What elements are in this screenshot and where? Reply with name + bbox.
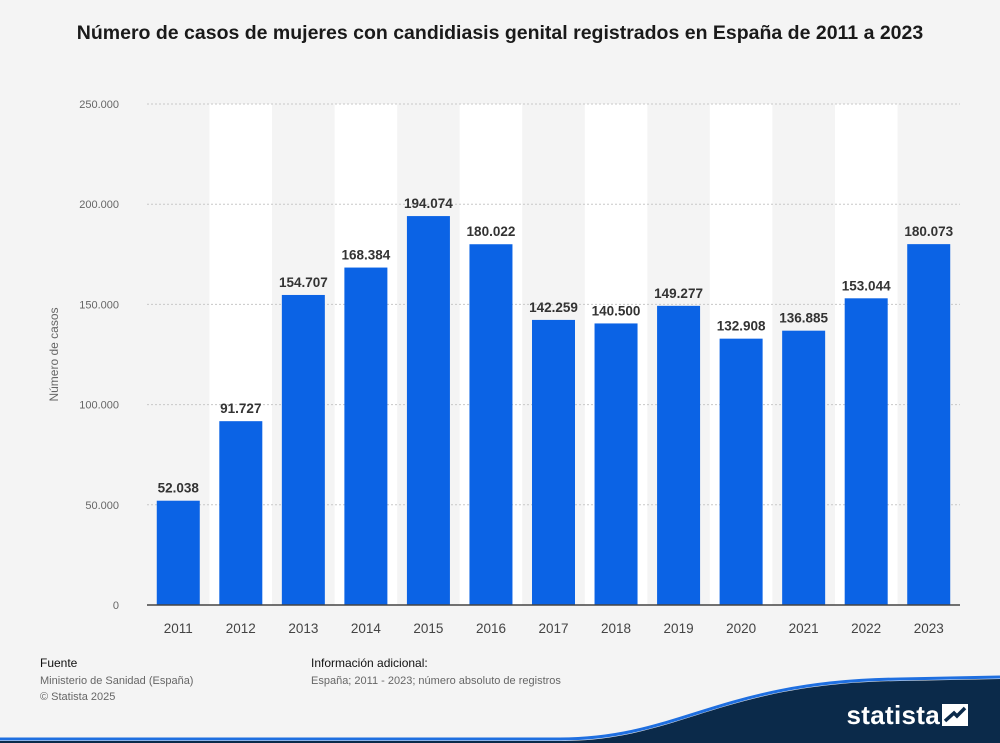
- y-tick-label: 100.000: [79, 400, 119, 412]
- info-line: España; 2011 - 2023; número absoluto de …: [311, 675, 561, 687]
- bar-2012[interactable]: [219, 421, 263, 605]
- y-tick-label: 200.000: [79, 199, 119, 211]
- data-label-2022: 153.044: [842, 278, 891, 293]
- bar-2015[interactable]: [406, 216, 450, 606]
- bar-2016[interactable]: [469, 244, 513, 606]
- x-tick-label: 2011: [164, 621, 193, 636]
- y-tick-label: 250.000: [79, 99, 119, 111]
- copyright: © Statista 2025: [40, 691, 116, 703]
- data-label-2016: 180.022: [467, 224, 516, 239]
- bar-2014[interactable]: [344, 267, 388, 605]
- bar-2022[interactable]: [844, 298, 888, 605]
- x-tick-label: 2020: [726, 621, 756, 636]
- bar-2023[interactable]: [907, 244, 951, 605]
- y-tick-label: 150.000: [79, 299, 119, 311]
- x-tick-label: 2019: [664, 621, 694, 636]
- footer-wave: [0, 675, 1000, 743]
- source-heading: Fuente: [40, 656, 78, 670]
- x-tick-label: 2014: [351, 621, 382, 636]
- data-label-2018: 140.500: [592, 303, 641, 318]
- data-labels: 52.038 91.727 154.707 168.384 194.074 180.022…: [158, 196, 954, 496]
- bar-2020[interactable]: [719, 338, 763, 605]
- footer-source: Fuente Ministerio de Sanidad (España) © …: [40, 656, 193, 705]
- x-axis-ticks: 2011 2012 2013 2014 2015 2016 2017 2018 2019 2020…: [164, 621, 944, 636]
- data-label-2012: 91.727: [220, 401, 261, 416]
- x-tick-label: 2015: [413, 621, 443, 636]
- bars: [156, 216, 951, 606]
- y-tick-label: 0: [113, 600, 119, 612]
- data-label-2015: 194.074: [404, 196, 453, 211]
- data-label-2013: 154.707: [279, 275, 328, 290]
- data-label-2017: 142.259: [529, 300, 578, 315]
- x-tick-label: 2017: [538, 621, 568, 636]
- x-tick-label: 2022: [851, 621, 881, 636]
- x-tick-label: 2012: [226, 621, 256, 636]
- data-label-2014: 168.384: [341, 248, 390, 263]
- y-tick-label: 50.000: [85, 500, 119, 512]
- statista-logo-icon: [942, 704, 968, 726]
- data-label-2020: 132.908: [717, 319, 766, 334]
- bar-chart: 0 50.000 100.000 150.000 200.000 250.000 52.0…: [47, 99, 960, 636]
- bar-2013[interactable]: [281, 294, 325, 605]
- bar-2011[interactable]: [156, 500, 200, 605]
- data-label-2011: 52.038: [158, 481, 200, 496]
- chart-title: Número de casos de mujeres con candidias…: [76, 22, 924, 44]
- x-tick-label: 2023: [914, 621, 944, 636]
- x-tick-label: 2018: [601, 621, 631, 636]
- data-label-2021: 136.885: [779, 311, 828, 326]
- x-tick-label: 2013: [288, 621, 318, 636]
- x-tick-label: 2021: [789, 621, 819, 636]
- data-label-2023: 180.073: [904, 224, 953, 239]
- bar-2017[interactable]: [532, 319, 575, 605]
- y-axis-ticks: 0 50.000 100.000 150.000 200.000 250.000: [79, 99, 119, 612]
- source-link[interactable]: Ministerio de Sanidad (España): [40, 675, 194, 687]
- bar-2021[interactable]: [782, 330, 826, 605]
- statista-logo[interactable]: statista: [846, 700, 940, 730]
- info-heading[interactable]: Información adicional:: [311, 656, 428, 670]
- x-tick-label: 2016: [476, 621, 506, 636]
- bar-2019[interactable]: [657, 305, 701, 605]
- data-label-2019: 149.277: [654, 286, 703, 301]
- y-axis-label: Número de casos: [47, 307, 61, 401]
- footer-info: Información adicional: España; 2011 - 20…: [311, 656, 561, 689]
- bar-2018[interactable]: [594, 323, 638, 605]
